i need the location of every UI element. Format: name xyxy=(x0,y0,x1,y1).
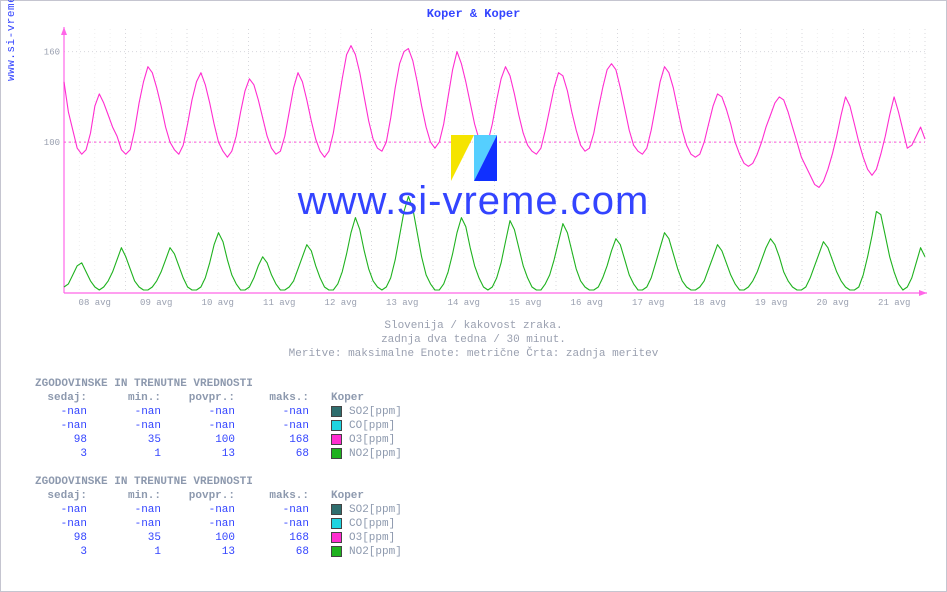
stats-row: 9835100168 O3[ppm] xyxy=(35,433,431,447)
stats-cell: 100 xyxy=(183,531,257,545)
stats-row: -nan-nan-nan-nanCO[ppm] xyxy=(35,517,431,531)
svg-text:13 avg: 13 avg xyxy=(386,298,418,308)
chart-captions: Slovenija / kakovost zraka. zadnja dva t… xyxy=(1,319,946,361)
stats-table-title: ZGODOVINSKE IN TRENUTNE VREDNOSTI xyxy=(35,377,431,391)
stats-cell: 3 xyxy=(35,447,109,461)
stats-col-header: min.: xyxy=(109,391,183,405)
stats-cell: 1 xyxy=(109,545,183,559)
stats-cell: -nan xyxy=(35,503,109,517)
stats-row: 311368 NO2[ppm] xyxy=(35,447,431,461)
stats-cell: 13 xyxy=(183,447,257,461)
stats-col-header: povpr.: xyxy=(183,489,257,503)
stats-cell: -nan xyxy=(109,419,183,433)
stats-cell: -nan xyxy=(257,517,331,531)
stats-col-header: maks.: xyxy=(257,391,331,405)
series-name: SO2[ppm] xyxy=(349,405,431,419)
stats-cell: -nan xyxy=(109,503,183,517)
series-swatch xyxy=(331,405,349,419)
stats-cell: 100 xyxy=(183,433,257,447)
stats-cell: -nan xyxy=(257,405,331,419)
stats-table-title: ZGODOVINSKE IN TRENUTNE VREDNOSTI xyxy=(35,475,431,489)
stats-cell: -nan xyxy=(109,517,183,531)
series-name: SO2[ppm] xyxy=(349,503,431,517)
stats-col-header: povpr.: xyxy=(183,391,257,405)
svg-text:17 avg: 17 avg xyxy=(632,298,664,308)
svg-text:21 avg: 21 avg xyxy=(878,298,910,308)
stats-cell: 168 xyxy=(257,531,331,545)
series-name: CO[ppm] xyxy=(349,517,431,531)
series-name: O3[ppm] xyxy=(349,531,431,545)
stats-cell: 98 xyxy=(35,531,109,545)
stats-cell: 168 xyxy=(257,433,331,447)
y-axis-side-label: www.si-vreme.com xyxy=(6,0,18,81)
chart-svg: 100 160 08 avg 09 avg 10 avg 11 avg 12 avg 13 a… xyxy=(36,25,931,315)
stats-col-header: sedaj: xyxy=(35,489,109,503)
svg-text:08 avg: 08 avg xyxy=(79,298,111,308)
stats-cell: 3 xyxy=(35,545,109,559)
stats-cell: 68 xyxy=(257,447,331,461)
stats-col-header: maks.: xyxy=(257,489,331,503)
stats-table: sedaj:min.:povpr.:maks.:Koper-nan-nan-na… xyxy=(35,489,431,559)
series-swatch xyxy=(331,433,349,447)
svg-text:18 avg: 18 avg xyxy=(694,298,726,308)
chart-frame: Koper & Koper www.si-vreme.com 100 160 08 … xyxy=(0,0,947,592)
svg-text:14 avg: 14 avg xyxy=(448,298,480,308)
stats-cell: -nan xyxy=(257,419,331,433)
stats-cell: 68 xyxy=(257,545,331,559)
series-swatch xyxy=(331,503,349,517)
series-name: NO2[ppm] xyxy=(349,545,431,559)
svg-text:12 avg: 12 avg xyxy=(325,298,357,308)
caption-line-1: Slovenija / kakovost zraka. xyxy=(1,319,946,333)
stats-cell: -nan xyxy=(109,405,183,419)
stats-cell: -nan xyxy=(35,419,109,433)
stats-cell: 13 xyxy=(183,545,257,559)
series-name: O3[ppm] xyxy=(349,433,431,447)
stats-row: -nan-nan-nan-nanCO[ppm] xyxy=(35,419,431,433)
series-swatch xyxy=(331,531,349,545)
stats-cell: 98 xyxy=(35,433,109,447)
stats-col-header: sedaj: xyxy=(35,391,109,405)
caption-line-2: zadnja dva tedna / 30 minut. xyxy=(1,333,946,347)
stats-cell: -nan xyxy=(35,517,109,531)
svg-text:15 avg: 15 avg xyxy=(509,298,541,308)
stats-cell: -nan xyxy=(183,419,257,433)
series-swatch xyxy=(331,517,349,531)
stats-col-header: Koper xyxy=(331,391,431,405)
chart-title: Koper & Koper xyxy=(1,1,946,21)
series-swatch xyxy=(331,545,349,559)
stats-cell: 35 xyxy=(109,433,183,447)
series-swatch xyxy=(331,447,349,461)
stats-cell: 1 xyxy=(109,447,183,461)
svg-text:20 avg: 20 avg xyxy=(817,298,849,308)
stats-row: -nan-nan-nan-nanSO2[ppm] xyxy=(35,503,431,517)
svg-text:16 avg: 16 avg xyxy=(571,298,603,308)
stats-row: 311368 NO2[ppm] xyxy=(35,545,431,559)
svg-text:100: 100 xyxy=(44,138,60,148)
series-name: NO2[ppm] xyxy=(349,447,431,461)
svg-text:10 avg: 10 avg xyxy=(202,298,234,308)
svg-text:160: 160 xyxy=(44,48,60,58)
stats-col-header: Koper xyxy=(331,489,431,503)
stats-cell: -nan xyxy=(257,503,331,517)
stats-cell: -nan xyxy=(35,405,109,419)
stats-row: -nan-nan-nan-nanSO2[ppm] xyxy=(35,405,431,419)
stats-cell: -nan xyxy=(183,517,257,531)
chart-plot-area: 100 160 08 avg 09 avg 10 avg 11 avg 12 avg 13 a… xyxy=(36,25,931,305)
stats-row: 9835100168 O3[ppm] xyxy=(35,531,431,545)
stats-cell: 35 xyxy=(109,531,183,545)
stats-cell: -nan xyxy=(183,503,257,517)
caption-line-3: Meritve: maksimalne Enote: metrične Črta… xyxy=(1,347,946,361)
svg-text:09 avg: 09 avg xyxy=(140,298,172,308)
stats-tables: ZGODOVINSKE IN TRENUTNE VREDNOSTIsedaj:m… xyxy=(35,373,431,569)
svg-text:19 avg: 19 avg xyxy=(755,298,787,308)
stats-cell: -nan xyxy=(183,405,257,419)
stats-col-header: min.: xyxy=(109,489,183,503)
series-name: CO[ppm] xyxy=(349,419,431,433)
stats-table: sedaj:min.:povpr.:maks.:Koper-nan-nan-na… xyxy=(35,391,431,461)
series-swatch xyxy=(331,419,349,433)
svg-text:11 avg: 11 avg xyxy=(263,298,295,308)
